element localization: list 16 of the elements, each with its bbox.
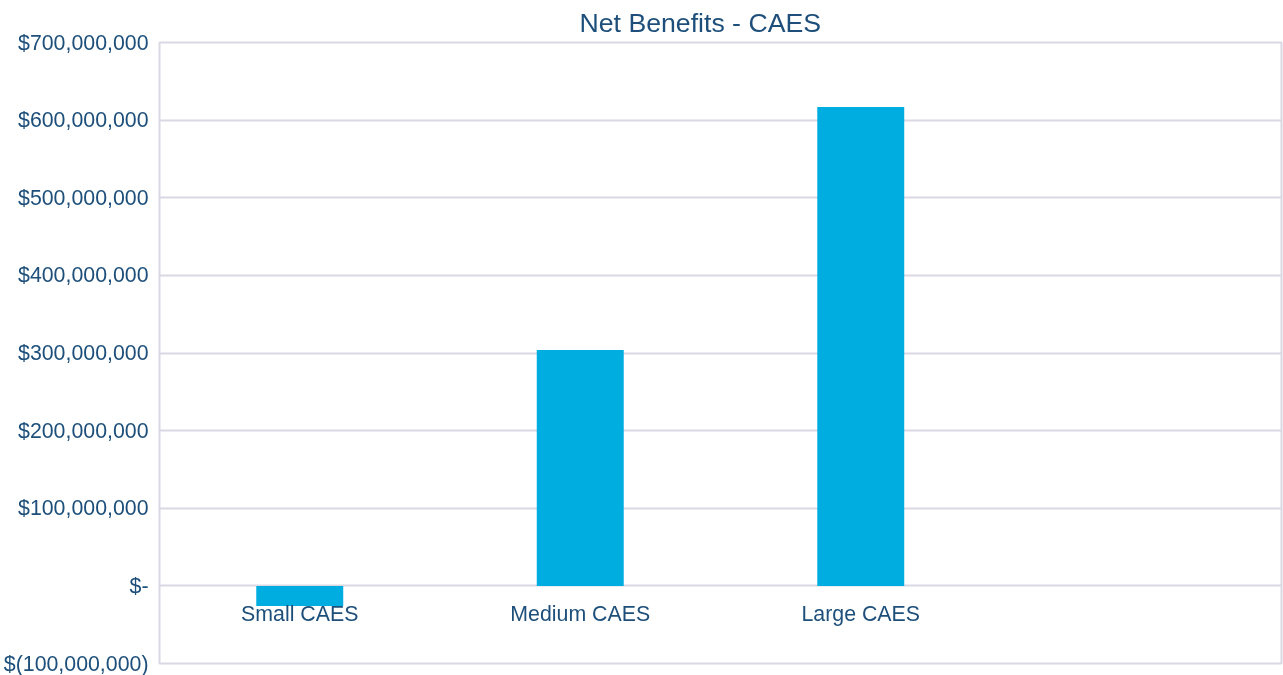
y-tick-label: $-	[129, 573, 149, 598]
bar	[817, 106, 905, 586]
y-tick-label: $(100,000,000)	[3, 651, 149, 675]
bar	[256, 585, 344, 607]
y-tick-label: $600,000,000	[18, 108, 149, 133]
x-tick-label: Small CAES	[241, 601, 359, 626]
y-tick-label: $200,000,000	[18, 418, 149, 443]
x-tick-label: Large CAES	[801, 601, 921, 626]
bar	[536, 349, 624, 586]
x-tick-label: Medium CAES	[510, 601, 651, 626]
y-tick-label: $400,000,000	[18, 263, 149, 288]
y-tick-label: $500,000,000	[18, 185, 149, 210]
y-tick-label: $300,000,000	[18, 341, 149, 365]
y-tick-label: $700,000,000	[18, 30, 149, 55]
chart-title: Net Benefits - CAES	[579, 7, 821, 38]
y-tick-label: $100,000,000	[18, 496, 149, 521]
